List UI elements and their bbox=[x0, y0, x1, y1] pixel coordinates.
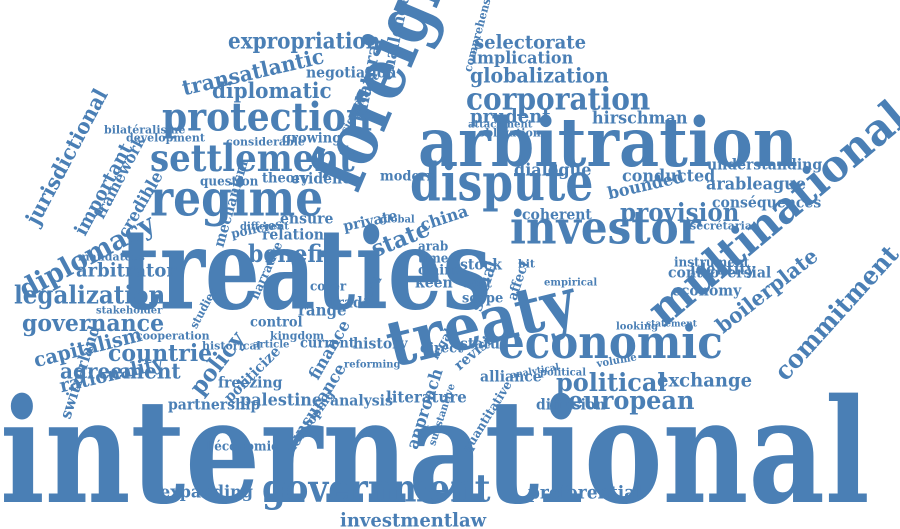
word: literature bbox=[386, 387, 467, 407]
word: conséquences bbox=[712, 194, 822, 212]
word: palestine bbox=[240, 389, 323, 410]
word: conducted bbox=[622, 165, 716, 186]
word: modern bbox=[380, 168, 437, 185]
word: identity bbox=[690, 259, 755, 279]
word: international bbox=[0, 366, 870, 529]
word: mandatées bbox=[78, 249, 145, 264]
word: benefit bbox=[248, 239, 334, 269]
word: arab bbox=[418, 238, 449, 254]
word: question bbox=[200, 173, 259, 189]
word: globalization bbox=[470, 63, 609, 88]
word: countrie bbox=[108, 339, 213, 368]
word: history bbox=[353, 335, 408, 353]
word: freezing bbox=[218, 374, 283, 392]
word: status bbox=[460, 335, 508, 353]
word: governance bbox=[22, 309, 165, 338]
word: development bbox=[126, 130, 206, 145]
word: dialogue bbox=[514, 159, 592, 180]
word: economic bbox=[498, 315, 723, 369]
word: bilatéralisme bbox=[104, 122, 186, 137]
word: hirschman bbox=[592, 107, 688, 128]
word: diplomatic bbox=[212, 77, 332, 104]
word: direct bbox=[420, 340, 464, 357]
word: legalization bbox=[14, 280, 166, 310]
word: considerable bbox=[226, 134, 305, 149]
word: bit bbox=[518, 256, 535, 271]
word: empirical bbox=[544, 276, 598, 289]
word: investor bbox=[510, 200, 701, 255]
word: exchange bbox=[657, 369, 753, 392]
word: expropriation bbox=[228, 27, 381, 55]
word: global bbox=[380, 213, 415, 226]
word: relation bbox=[262, 226, 324, 244]
word: prudent bbox=[470, 105, 551, 128]
word: growing bbox=[282, 130, 342, 147]
word: protection bbox=[162, 94, 373, 141]
word: dispute bbox=[410, 153, 594, 214]
word: negotiation bbox=[306, 64, 397, 82]
word: agreement bbox=[60, 357, 181, 384]
word: secrétariat bbox=[690, 218, 758, 233]
word: statement bbox=[646, 318, 697, 330]
word: stakeholder bbox=[96, 304, 163, 317]
word: arbitration bbox=[418, 103, 798, 183]
word: government bbox=[262, 466, 491, 512]
word: kingdom bbox=[270, 328, 325, 343]
word: cost bbox=[462, 275, 492, 292]
word: theory bbox=[262, 170, 309, 187]
word: selectorate bbox=[474, 31, 587, 54]
word: evidence bbox=[291, 170, 360, 188]
word: investmentlaw bbox=[340, 509, 487, 529]
word: understanding bbox=[707, 156, 823, 174]
word: time bbox=[418, 250, 449, 266]
word: obligation bbox=[478, 125, 541, 140]
word: corporation bbox=[466, 80, 651, 117]
word: expanding bbox=[160, 481, 253, 502]
word: cooperation bbox=[136, 328, 210, 343]
word: range bbox=[298, 300, 347, 320]
word: looking bbox=[616, 320, 659, 333]
word: arbitrator bbox=[76, 259, 176, 282]
word: coherent bbox=[522, 206, 592, 224]
word: different bbox=[240, 220, 289, 233]
word: analysis bbox=[330, 392, 393, 410]
word: claim bbox=[418, 262, 458, 279]
word: arableague bbox=[706, 173, 806, 194]
word: historical bbox=[202, 338, 261, 353]
word: provision bbox=[620, 197, 740, 228]
word: l'économie bbox=[206, 438, 279, 454]
word: scope bbox=[462, 290, 504, 307]
word: ensure bbox=[280, 210, 334, 228]
word: treaties bbox=[120, 204, 492, 336]
word: alliance bbox=[480, 368, 542, 386]
word: article bbox=[253, 338, 290, 351]
word: stock bbox=[460, 256, 502, 274]
word: diffusion bbox=[536, 396, 606, 414]
word: political bbox=[540, 366, 587, 379]
word: reforming bbox=[344, 358, 401, 371]
word: cover bbox=[310, 278, 347, 294]
word: political bbox=[556, 366, 667, 398]
word: keen bbox=[415, 274, 453, 292]
word: settlement bbox=[150, 136, 355, 181]
word: partnership bbox=[168, 396, 261, 414]
word: economy bbox=[672, 282, 742, 300]
word: implication bbox=[471, 47, 574, 68]
word: preferential bbox=[528, 482, 642, 504]
word: instrument bbox=[674, 254, 750, 270]
word: european bbox=[568, 384, 695, 416]
word: controversial bbox=[668, 264, 772, 282]
word: control bbox=[250, 314, 303, 331]
word: trade bbox=[330, 294, 372, 312]
word: attachment bbox=[468, 118, 533, 131]
word: regime bbox=[150, 170, 324, 228]
word: current bbox=[300, 335, 355, 352]
